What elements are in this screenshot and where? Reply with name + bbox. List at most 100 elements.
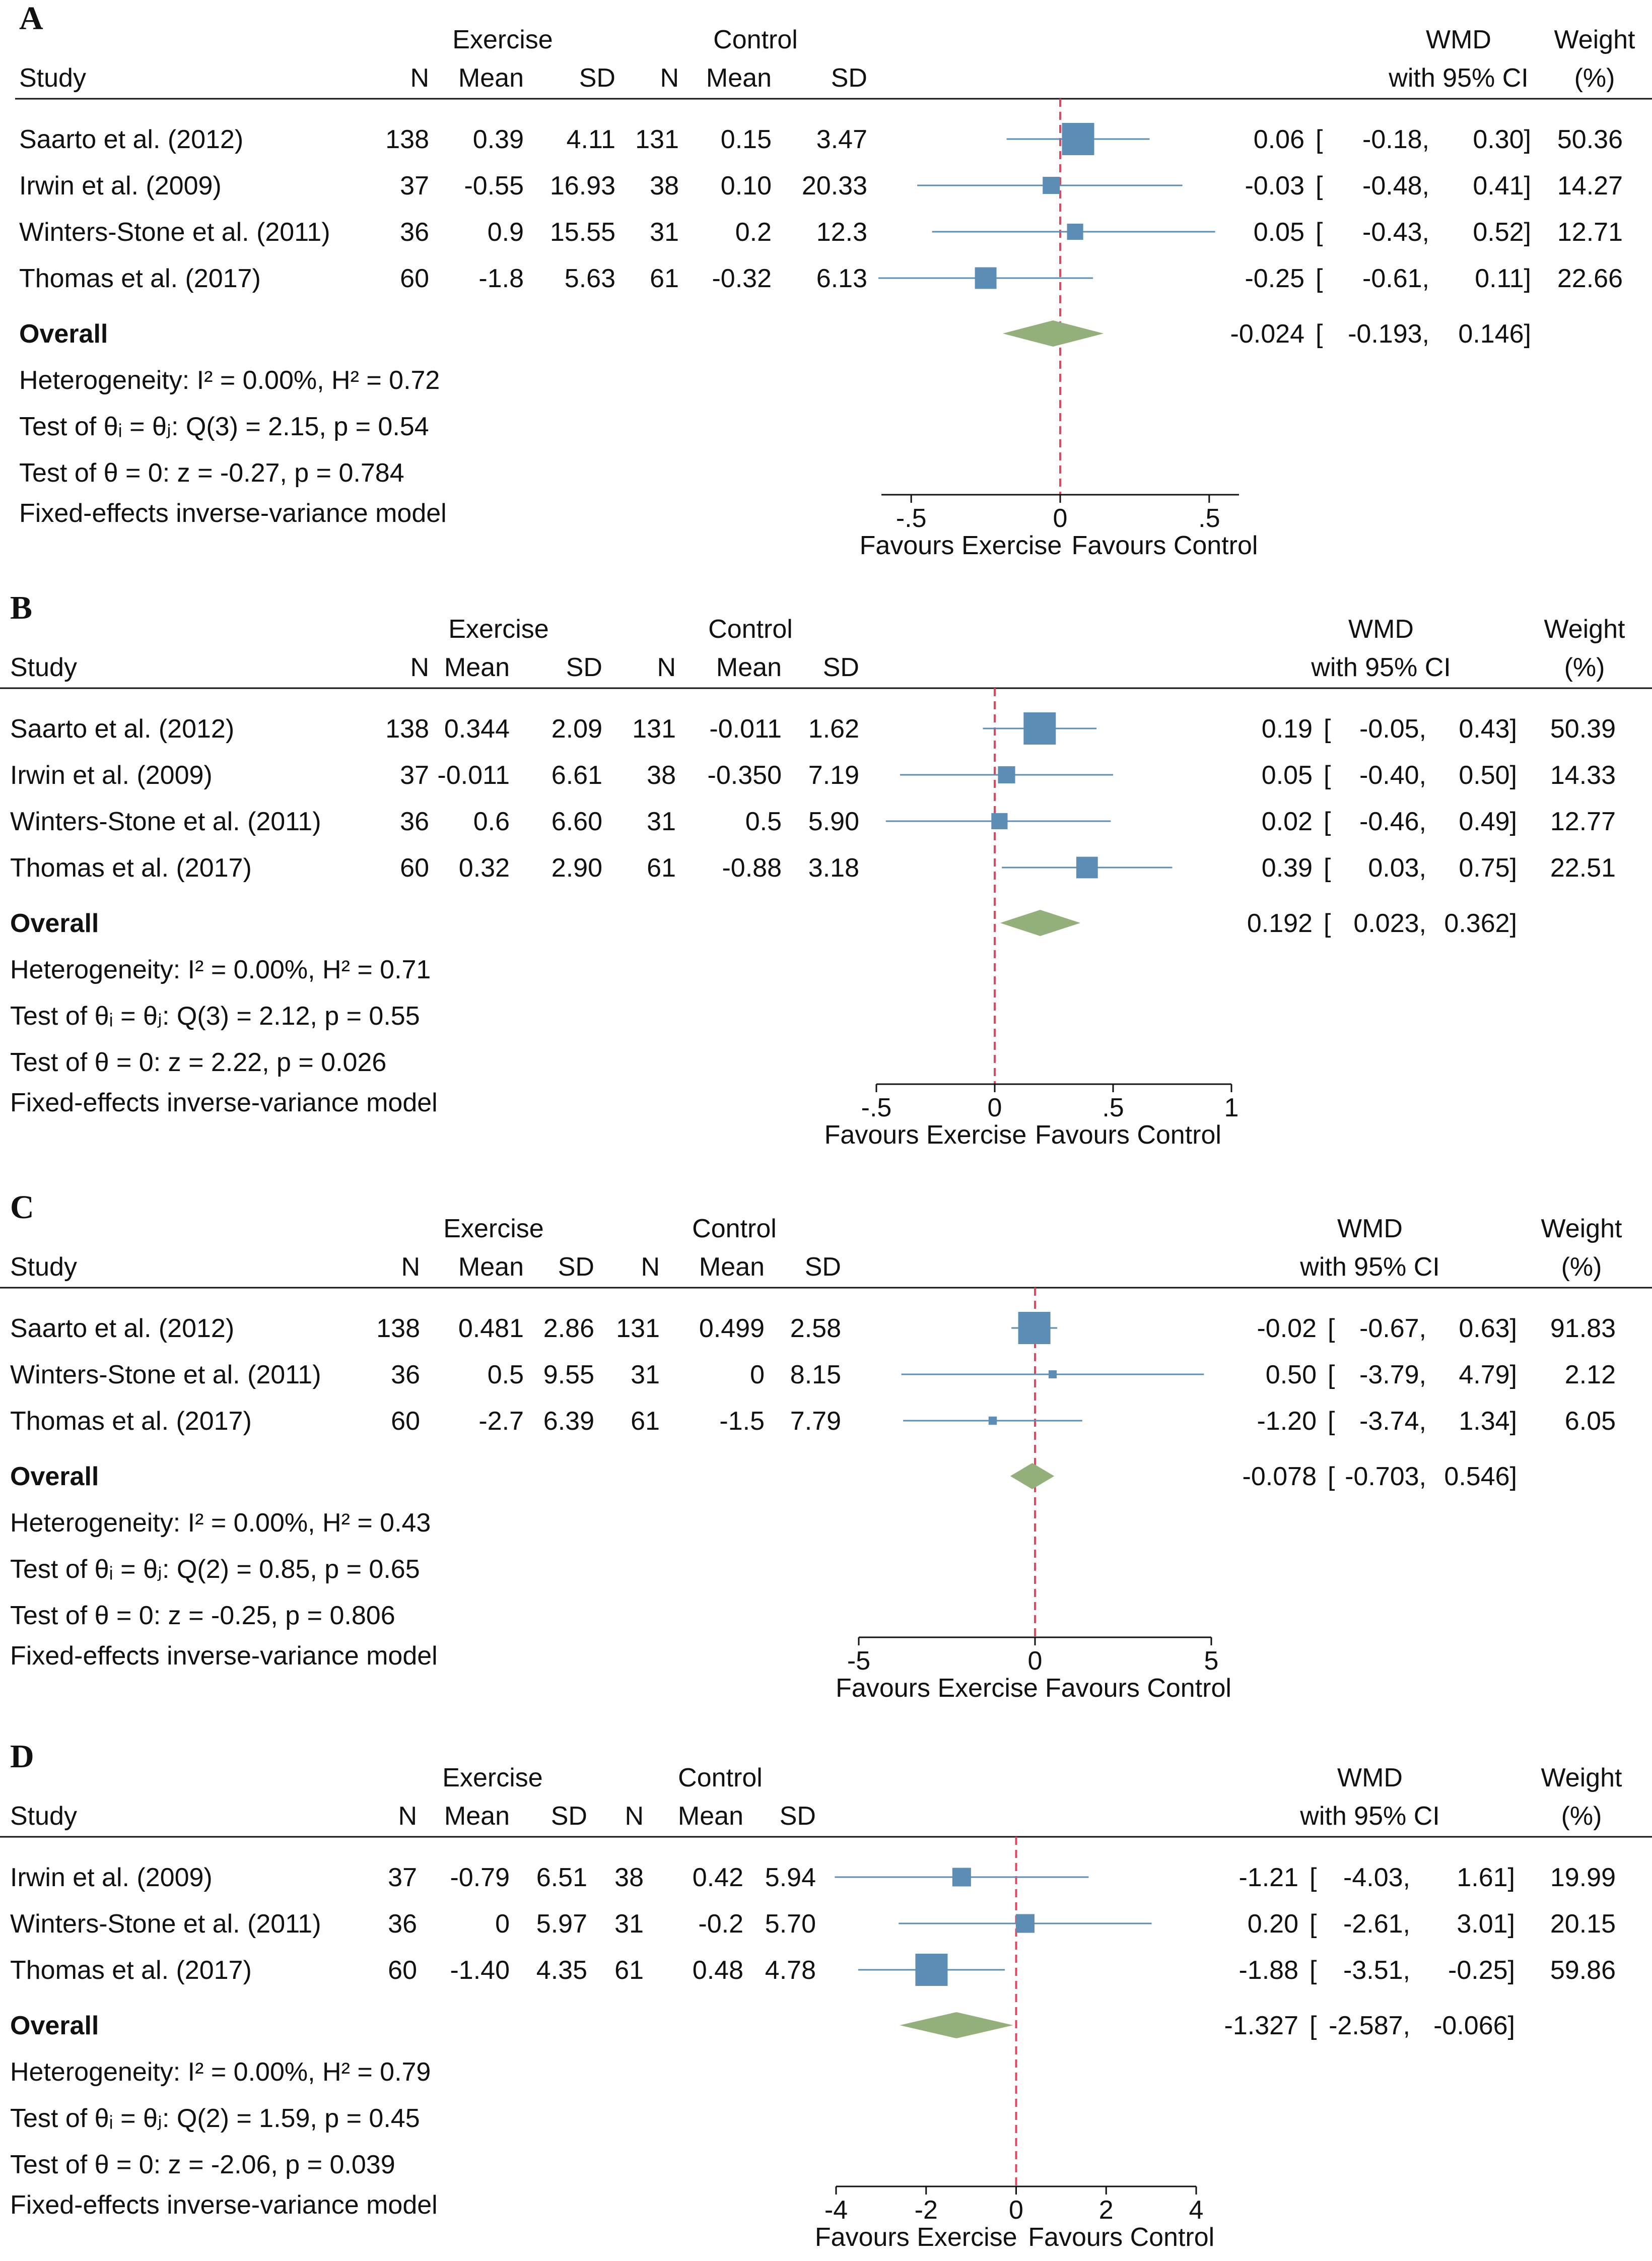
- study-column-header: Study: [19, 63, 86, 93]
- ci-upper: 4.79]: [1459, 1360, 1517, 1389]
- control-n-header: N: [657, 653, 676, 682]
- weight-unit-header: (%): [1561, 1252, 1602, 1282]
- x-tick-label: -4: [824, 2196, 848, 2225]
- study-column-header: Study: [10, 653, 77, 682]
- exercise-group-header: Exercise: [448, 615, 548, 644]
- study-column-header: Study: [10, 1252, 77, 1282]
- exercise-mean-header: Mean: [444, 653, 510, 682]
- ci-lower: -4.03,: [1343, 1863, 1410, 1892]
- exercise-n: 60: [400, 264, 429, 293]
- x-tick-label: 0: [1053, 504, 1068, 533]
- exercise-group-header: Exercise: [452, 25, 553, 54]
- ci-upper: 0.11]: [1475, 264, 1531, 293]
- overall-ci-lower: -0.193,: [1348, 319, 1429, 349]
- study-row: Thomas et al. (2017) 60 -2.7 6.39 61 -1.5 7.79…: [10, 1407, 1616, 1436]
- ci-upper: 0.50]: [1459, 761, 1517, 790]
- effect-size-square: [1062, 123, 1094, 155]
- study-weight: 20.15: [1550, 1909, 1616, 1939]
- exercise-n: 36: [391, 1360, 420, 1389]
- effect-size-square: [1043, 176, 1060, 194]
- exercise-n: 36: [400, 807, 429, 836]
- ci-lower: -0.18,: [1362, 125, 1429, 154]
- favours-control-label: Favours Control: [1035, 1120, 1221, 1150]
- effect-size-square: [1076, 856, 1098, 879]
- ci-open-bracket: [: [1328, 1360, 1335, 1389]
- ci-open-bracket: [: [1328, 1462, 1335, 1491]
- wmd-ci-header: with 95% CI: [1299, 1252, 1439, 1282]
- x-tick-label: -2: [915, 2196, 938, 2225]
- wmd-estimate: -0.25: [1245, 264, 1304, 293]
- exercise-mean: -0.55: [464, 171, 524, 201]
- control-sd: 5.94: [765, 1863, 816, 1892]
- ci-open-bracket: [: [1324, 853, 1331, 883]
- ci-lower: -0.48,: [1362, 171, 1429, 201]
- overall-row: Overall -1.327 [-2.587, -0.066]: [10, 2011, 1515, 2040]
- exercise-sd: 6.51: [536, 1863, 587, 1892]
- study-name: Thomas et al. (2017): [10, 1956, 252, 1985]
- exercise-sd: 5.97: [536, 1909, 587, 1939]
- favours-control-label: Favours Control: [1045, 1674, 1231, 1703]
- heterogeneity-stat-line: Heterogeneity: I² = 0.00%, H² = 0.72: [19, 366, 440, 395]
- forest-panel-c: C Exercise Control WMD Weight Study N Mean SD N Me…: [0, 1189, 1652, 1703]
- exercise-sd-header: SD: [566, 653, 602, 682]
- study-row: Saarto et al. (2012) 138 0.344 2.09 131 -0.01…: [10, 712, 1616, 745]
- weight-header: Weight: [1544, 615, 1625, 644]
- heterogeneity-stat-line: Fixed-effects inverse-variance model: [10, 2190, 438, 2220]
- exercise-sd-header: SD: [558, 1252, 594, 1282]
- exercise-mean-header: Mean: [458, 1252, 524, 1282]
- control-n: 61: [614, 1956, 644, 1985]
- forest-panel-b: B Exercise Control WMD Weight Study N Mean SD N Me…: [0, 589, 1652, 1150]
- control-mean: 0.15: [721, 125, 772, 154]
- overall-ci-upper: 0.146]: [1458, 319, 1531, 349]
- study-name: Thomas et al. (2017): [19, 264, 261, 293]
- control-n: 31: [647, 807, 676, 836]
- heterogeneity-stat-line: Test of θᵢ = θⱼ: Q(2) = 1.59, p = 0.45: [10, 2104, 420, 2133]
- exercise-group-header: Exercise: [443, 1214, 543, 1243]
- effect-size-square: [1023, 712, 1056, 745]
- overall-ci-upper: -0.066]: [1433, 2011, 1515, 2040]
- study-name: Winters-Stone et al. (2011): [10, 807, 321, 836]
- study-name: Saarto et al. (2012): [10, 714, 234, 744]
- wmd-estimate: 0.02: [1262, 807, 1313, 836]
- exercise-mean: -2.7: [478, 1407, 524, 1436]
- control-n: 31: [650, 218, 679, 247]
- control-sd: 6.13: [816, 264, 867, 293]
- x-axis: -5 0 5 Favours Exercise Favours Control: [836, 1636, 1231, 1703]
- ci-lower: -0.67,: [1359, 1314, 1426, 1343]
- wmd-estimate: 0.06: [1254, 125, 1304, 154]
- study-weight: 22.51: [1550, 853, 1616, 883]
- exercise-n: 36: [400, 218, 429, 247]
- effect-size-square: [998, 766, 1015, 784]
- exercise-sd: 6.60: [552, 807, 602, 836]
- ci-upper: 0.52]: [1473, 218, 1531, 247]
- heterogeneity-stat-line: Fixed-effects inverse-variance model: [10, 1088, 438, 1117]
- study-row: Irwin et al. (2009) 37 -0.79 6.51 38 0.42 5.94…: [10, 1863, 1616, 1892]
- ci-open-bracket: [: [1324, 807, 1331, 836]
- favours-exercise-label: Favours Exercise: [824, 1120, 1027, 1150]
- study-row: Irwin et al. (2009) 37 -0.011 6.61 38 -0.350 7…: [10, 761, 1616, 790]
- x-tick-label: 2: [1099, 2196, 1114, 2225]
- ci-open-bracket: [: [1316, 264, 1323, 293]
- overall-row: Overall -0.024 [-0.193, 0.146]: [19, 319, 1531, 349]
- study-row: Winters-Stone et al. (2011) 36 0.5 9.55 31 0 8…: [10, 1360, 1616, 1389]
- study-weight: 14.33: [1550, 761, 1616, 790]
- weight-header: Weight: [1541, 1214, 1622, 1243]
- exercise-mean: 0.344: [444, 714, 510, 744]
- exercise-sd: 15.55: [550, 218, 615, 247]
- exercise-n-header: N: [410, 63, 429, 93]
- exercise-n: 36: [388, 1909, 417, 1939]
- study-weight: 6.05: [1565, 1407, 1616, 1436]
- ci-open-bracket: [: [1310, 1909, 1317, 1939]
- ci-upper: -0.25]: [1448, 1956, 1515, 1985]
- ci-open-bracket: [: [1310, 1863, 1317, 1892]
- study-row: Winters-Stone et al. (2011) 36 0.9 15.55 31 0…: [19, 218, 1623, 247]
- x-tick-label: -.5: [896, 504, 927, 533]
- study-row: Thomas et al. (2017) 60 -1.40 4.35 61 0.48 4.7…: [10, 1954, 1616, 1986]
- exercise-sd: 2.86: [543, 1314, 594, 1343]
- control-sd: 12.3: [816, 218, 867, 247]
- forest-panel-d: D Exercise Control WMD Weight Study N Mean SD N Me…: [0, 1738, 1652, 2252]
- exercise-sd: 4.35: [536, 1956, 587, 1985]
- control-sd: 2.58: [790, 1314, 841, 1343]
- study-weight: 59.86: [1550, 1956, 1616, 1985]
